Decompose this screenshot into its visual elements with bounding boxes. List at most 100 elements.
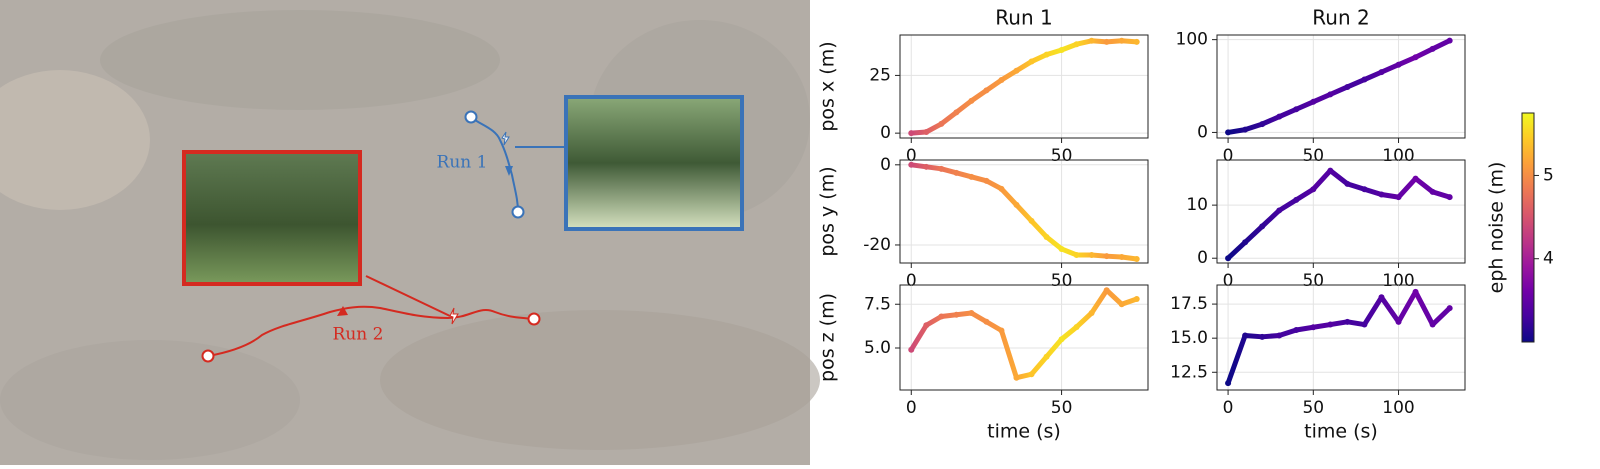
- map-canopy: [100, 10, 500, 110]
- run2-photo: [182, 150, 362, 286]
- data-point: [1013, 374, 1020, 381]
- data-point: [998, 327, 1005, 334]
- colorbar-tick-label: 5: [1543, 165, 1554, 185]
- run2-label: Run 2: [333, 325, 384, 345]
- data-point: [1242, 239, 1249, 246]
- run1-photo: [564, 95, 744, 231]
- subplot: 0 50 100 12.5 15.0 17.5 time (s): [1170, 284, 1466, 443]
- data-point: [1118, 253, 1125, 260]
- data-point: [953, 169, 960, 176]
- run2-arrow: [337, 306, 348, 316]
- data-point: [1344, 318, 1351, 325]
- data-point: [1446, 194, 1453, 201]
- subplot-title: Run 2: [1312, 6, 1369, 30]
- x-tick-label: 50: [1051, 271, 1073, 291]
- run2-end: [527, 312, 541, 326]
- y-axis-label: pos y (m): [817, 166, 839, 256]
- y-tick-label: 0: [880, 123, 891, 143]
- data-point: [1133, 255, 1140, 262]
- data-point: [1378, 69, 1385, 76]
- run2-event-icon: [449, 307, 459, 325]
- data-line: [908, 162, 1140, 262]
- data-point: [1395, 61, 1402, 68]
- data-point: [1293, 327, 1300, 333]
- run1-event-icon: [501, 131, 510, 146]
- data-point: [1429, 321, 1436, 328]
- data-point: [1310, 98, 1317, 105]
- data-point: [983, 318, 990, 325]
- data-point: [1118, 37, 1125, 44]
- data-point: [1242, 126, 1249, 133]
- data-point: [998, 77, 1005, 84]
- data-point: [968, 97, 975, 104]
- data-point: [1028, 58, 1035, 65]
- data-point: [1013, 67, 1020, 74]
- run1-arrow: [505, 166, 513, 176]
- data-point: [923, 128, 930, 135]
- data-point: [1028, 371, 1035, 378]
- data-point: [1395, 194, 1402, 201]
- data-point: [923, 163, 930, 170]
- y-tick-label: 15.0: [1170, 328, 1208, 348]
- plot-frame: [899, 159, 1149, 264]
- data-point: [1344, 180, 1351, 187]
- plot-frame: [899, 34, 1149, 139]
- data-point: [1103, 253, 1110, 260]
- x-tick-label: 50: [1302, 398, 1324, 418]
- y-tick-label: 12.5: [1170, 362, 1208, 382]
- data-point: [1088, 37, 1095, 44]
- x-tick-label: 50: [1051, 398, 1073, 418]
- data-point: [1446, 37, 1453, 44]
- data-point: [1103, 287, 1110, 294]
- data-point: [1073, 251, 1080, 258]
- data-point: [1259, 333, 1266, 340]
- data-point: [968, 310, 975, 316]
- data-point: [1361, 186, 1368, 193]
- data-point: [1327, 167, 1334, 174]
- data-point: [1043, 51, 1050, 58]
- data-line: [1225, 38, 1453, 135]
- data-point: [953, 311, 960, 318]
- run2-start: [201, 349, 215, 363]
- data-point: [1043, 233, 1050, 240]
- x-axis-label: time (s): [987, 421, 1061, 443]
- plot-frame: [899, 284, 1149, 391]
- data-point: [1013, 201, 1020, 208]
- subplot: 0 50 -20 0 pos y (m): [817, 155, 1149, 291]
- run2-connector: [365, 275, 451, 317]
- data-point: [983, 87, 990, 94]
- data-point: [1327, 91, 1334, 98]
- data-point: [1429, 188, 1436, 195]
- data-point: [1361, 321, 1368, 328]
- y-axis-label: pos z (m): [817, 293, 839, 382]
- x-tick-label: 0: [906, 146, 917, 166]
- subplot: 0 50 5.0 7.5 time (s) pos z (m): [817, 284, 1149, 443]
- x-tick-label: 0: [1223, 271, 1234, 291]
- subplot: 0 50 100 0 10: [1186, 159, 1466, 291]
- data-point: [1225, 255, 1232, 262]
- x-tick-label: 0: [906, 398, 917, 418]
- x-tick-label: 0: [1223, 398, 1234, 418]
- run1-start: [464, 110, 478, 124]
- data-point: [1242, 332, 1249, 339]
- data-point: [908, 130, 915, 137]
- data-point: [1259, 223, 1266, 230]
- y-tick-label: 5.0: [864, 338, 891, 358]
- data-point: [1429, 45, 1436, 52]
- x-tick-label: 50: [1051, 146, 1073, 166]
- subplot-title: Run 1: [995, 6, 1052, 30]
- y-tick-label: 17.5: [1170, 294, 1208, 314]
- data-point: [998, 185, 1005, 192]
- plot-frame: [1216, 34, 1466, 139]
- run1-end: [511, 205, 525, 219]
- data-point: [938, 165, 945, 172]
- y-tick-label: 0: [880, 155, 891, 175]
- x-tick-label: 50: [1302, 146, 1324, 166]
- data-point: [1073, 324, 1080, 330]
- x-tick-label: 100: [1382, 271, 1414, 291]
- data-point: [1412, 288, 1419, 295]
- y-tick-label: 0: [1197, 248, 1208, 268]
- x-tick-label: 0: [1223, 146, 1234, 166]
- data-point: [1395, 318, 1402, 325]
